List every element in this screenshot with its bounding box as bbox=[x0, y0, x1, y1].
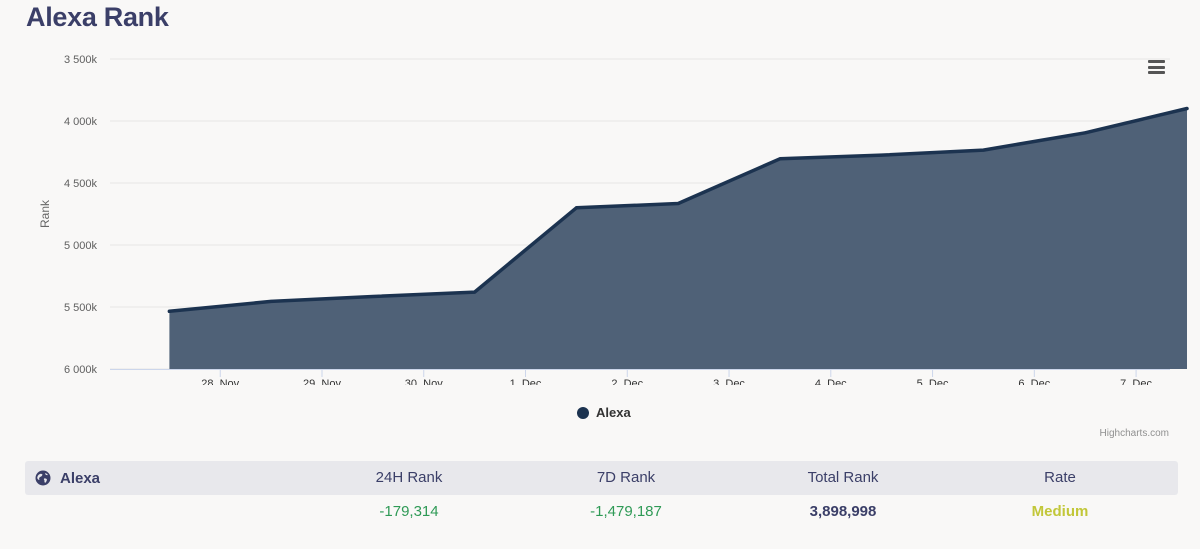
x-tick-label: 28. Nov bbox=[201, 378, 239, 385]
data-point bbox=[981, 148, 985, 152]
legend-label: Alexa bbox=[596, 405, 631, 420]
y-tick-label: 6 000k bbox=[64, 364, 98, 376]
data-point bbox=[1083, 131, 1087, 135]
y-tick-label: 4 000k bbox=[64, 116, 98, 128]
x-tick-label: 2. Dec bbox=[611, 378, 643, 385]
data-point bbox=[269, 299, 273, 303]
y-axis-title: Rank bbox=[38, 199, 52, 228]
y-tick-label: 4 500k bbox=[64, 178, 98, 190]
summary-header-row: Alexa 24H Rank 7D Rank Total Rank Rate bbox=[25, 461, 1178, 495]
x-tick-label: 3. Dec bbox=[713, 378, 745, 385]
x-tick-label: 6. Dec bbox=[1018, 378, 1050, 385]
legend-item-alexa[interactable]: Alexa bbox=[577, 405, 631, 420]
page-title: Alexa Rank bbox=[26, 2, 169, 32]
y-tick-label: 5 500k bbox=[64, 302, 98, 314]
value-7d-rank: -1,479,187 bbox=[590, 503, 662, 520]
summary-name: Alexa bbox=[35, 461, 100, 495]
x-tick-label: 30. Nov bbox=[405, 378, 443, 385]
x-tick-label: 1. Dec bbox=[510, 378, 542, 385]
data-point bbox=[574, 206, 578, 210]
data-point bbox=[676, 201, 680, 205]
value-24h-rank: -179,314 bbox=[379, 503, 439, 520]
header-24h-rank: 24H Rank bbox=[375, 469, 443, 486]
x-tick-label: 5. Dec bbox=[917, 378, 949, 385]
chart-credits[interactable]: Highcharts.com bbox=[1099, 428, 1169, 439]
x-tick-label: 7. Dec bbox=[1120, 378, 1152, 385]
series-area bbox=[169, 108, 1187, 369]
data-point bbox=[371, 294, 375, 298]
data-point bbox=[167, 309, 171, 313]
header-total-rank: Total Rank bbox=[807, 469, 879, 486]
alexa-rank-chart: 3 500k 4 000k 4 500k 5 000k 5 500k 6 000k Rank… bbox=[38, 54, 1189, 385]
header-rate: Rate bbox=[1044, 469, 1076, 486]
x-tick-label: 4. Dec bbox=[815, 378, 847, 385]
globe-icon bbox=[35, 470, 51, 486]
x-tick-label: 29. Nov bbox=[303, 378, 341, 385]
y-tick-label: 5 000k bbox=[64, 240, 98, 252]
y-tick-label: 3 500k bbox=[64, 54, 98, 66]
chart-menu-icon[interactable] bbox=[1147, 60, 1167, 78]
data-point bbox=[778, 157, 782, 161]
summary-name-label: Alexa bbox=[60, 469, 101, 487]
header-7d-rank: 7D Rank bbox=[596, 469, 656, 486]
value-total-rank: 3,898,998 bbox=[809, 503, 877, 520]
legend-marker bbox=[577, 406, 589, 419]
data-point bbox=[473, 290, 477, 294]
data-point bbox=[1185, 106, 1189, 110]
value-rate: Medium bbox=[1031, 503, 1089, 520]
data-point bbox=[880, 153, 884, 157]
